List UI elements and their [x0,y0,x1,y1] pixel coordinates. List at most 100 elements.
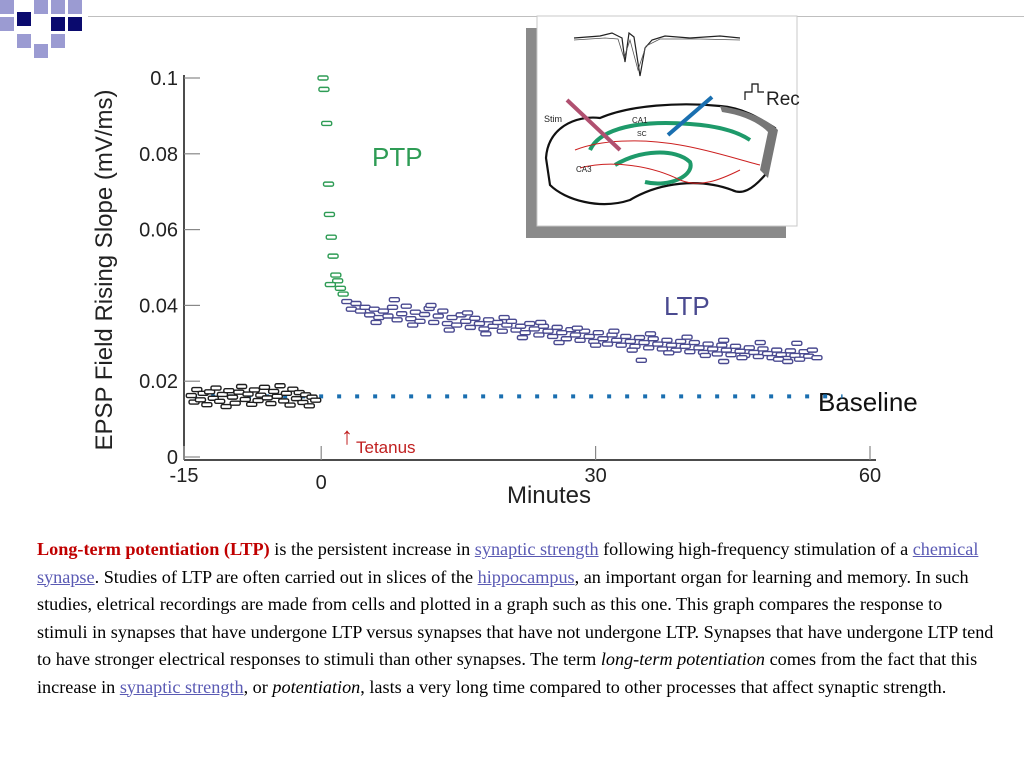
data-point [505,318,518,325]
data-point [610,337,623,343]
data-point [400,303,412,309]
data-point [443,327,455,333]
data-point [482,317,495,323]
data-point [806,347,819,353]
data-point [229,400,241,406]
dentate-green-band [613,150,693,186]
data-point [337,291,349,297]
synaptic-strength-link[interactable]: synaptic strength [474,539,599,559]
x-ticks: -15 0 30 60 [170,446,881,494]
data-point [258,384,271,390]
theme-square [17,34,31,48]
data-point [589,342,602,348]
data-point [388,297,401,303]
axon-red-2 [579,163,741,184]
data-point [793,356,806,362]
data-point [706,346,719,352]
data-point [280,390,293,397]
data-point [734,348,746,354]
data-point [322,181,335,187]
data-point [405,315,417,322]
data-point [223,387,235,394]
data-point [194,397,207,403]
data-point [330,272,342,278]
data-point [699,352,712,359]
data-point [748,349,760,356]
data-point [464,324,476,331]
data-point [711,351,723,357]
data-point [674,338,687,345]
data-point [327,253,339,259]
tetanus-arrow: ↑ [341,423,353,450]
data-point [642,345,655,351]
data-point [274,383,286,389]
hippocampus-link[interactable]: hippocampus [477,566,575,587]
data-point [717,358,730,365]
data-point [519,329,531,336]
data-point [317,75,329,81]
data-point [556,329,568,336]
data-point [514,323,527,329]
theme-square [0,17,14,31]
theme-square [17,12,31,26]
data-point [791,340,803,346]
data-point [478,326,490,332]
data-point [370,319,382,326]
data-point [665,342,678,348]
theme-square [51,34,65,48]
y-tick-label: 0.08 [139,144,178,166]
data-point [743,345,755,351]
data-point [239,396,251,403]
data-point [318,86,330,93]
data-point [560,336,573,342]
data-point [386,304,399,310]
caption-emphasis: long-term potentiation [600,649,766,669]
synaptic-strength-link-2[interactable]: synaptic strength [119,676,244,697]
y-ticks: 0 0.02 0.04 0.06 0.08 0.1 [139,68,200,469]
data-point [754,339,766,346]
data-point [473,320,486,327]
baseline-annotation: Baseline [818,387,918,417]
data-point [771,347,783,353]
data-point [248,387,261,393]
data-point [216,391,229,398]
data-point [647,336,659,342]
data-point [661,337,673,343]
data-point [252,397,264,404]
data-point [377,308,390,314]
theme-square [34,44,48,58]
caption-text: , lasts a very long time compared to oth… [360,676,947,697]
data-point [681,334,693,340]
data-point [535,319,547,326]
theme-square [0,0,14,14]
x-tick-label: -15 [170,465,199,487]
data-point [684,348,696,355]
y-tick-label: 0 [167,447,178,469]
data-point [574,337,586,343]
tetanus-annotation: Tetanus [356,438,416,457]
data-point [679,343,691,350]
data-point [624,338,637,345]
data-point [553,339,565,346]
ltp-chart: Rec Stim CA1 SC CA3 EPSP Field Rising Sl… [91,15,918,509]
data-point [688,339,701,346]
caption-text: , an important organ for learning and me… [37,566,994,670]
data-point [395,311,408,317]
chemical-synapse-link[interactable]: chemical synapse [37,539,979,587]
caption-text: comes from the fact that this increase i… [37,649,978,697]
y-axis-label: EPSP Field Rising Slope (mV/ms) [91,89,118,450]
data-point [325,234,337,240]
data-point [583,333,595,340]
data-point [620,333,632,340]
data-point [350,300,362,307]
data-point [528,326,541,332]
data-point [382,313,394,319]
data-point [498,314,510,321]
data-point [461,310,474,316]
data-point [469,315,481,321]
hippocampus-grey-band [720,106,778,178]
data-point [524,320,536,327]
data-point [428,319,440,326]
data-point [601,341,614,347]
